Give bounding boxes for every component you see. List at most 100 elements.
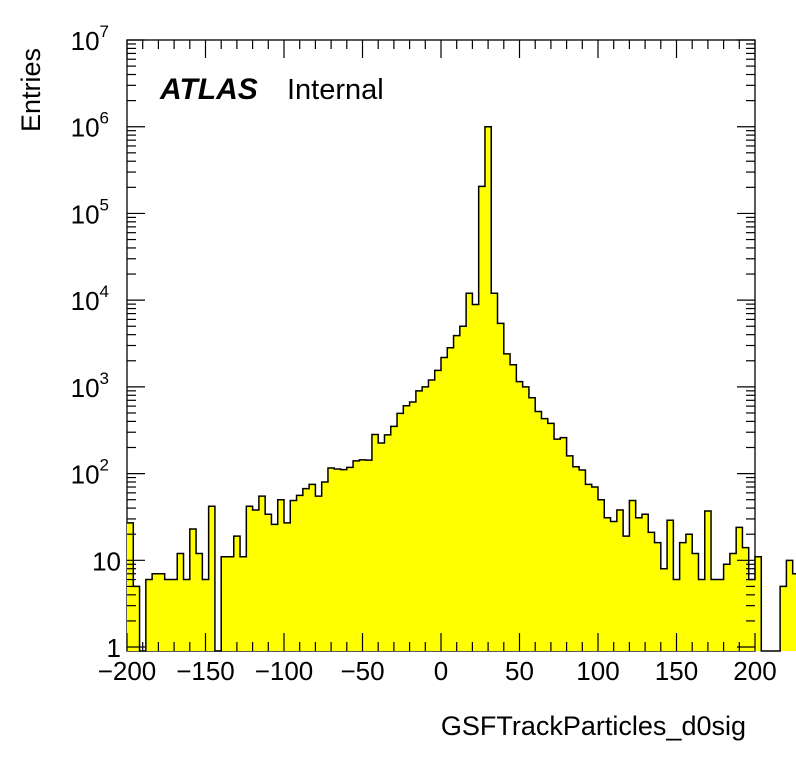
histogram-bin — [729, 553, 737, 651]
histogram-bin — [591, 487, 599, 651]
histogram-bin — [246, 506, 253, 651]
histogram-bin — [478, 186, 486, 651]
histogram-bin — [491, 293, 498, 651]
histogram-bin — [780, 586, 787, 651]
histogram-bin — [371, 434, 379, 651]
histogram-bin — [673, 579, 681, 651]
histogram-bin — [365, 460, 373, 651]
histogram-bin — [497, 323, 505, 651]
histogram-bin — [528, 397, 536, 651]
histogram-bin — [296, 495, 304, 651]
y-axis-title: Entries — [16, 48, 46, 132]
histogram-bin — [290, 500, 297, 651]
histogram-bin — [598, 499, 605, 651]
histogram-bin — [547, 423, 555, 651]
histogram-bin — [252, 510, 260, 651]
histogram-bin — [748, 579, 756, 651]
histogram-bin — [152, 573, 159, 651]
histogram-bin — [660, 568, 668, 651]
histogram-bin — [208, 506, 216, 651]
y-tick-label: 106 — [71, 109, 109, 143]
x-tick-labels: −200 −150 −100 −50 0 50 100 150 200 — [98, 656, 777, 686]
histogram-bin — [585, 484, 593, 651]
histogram-outline — [127, 125, 796, 652]
histogram-bin — [315, 496, 323, 651]
histogram-bin — [535, 411, 542, 651]
histogram-bin — [359, 459, 367, 651]
histogram-bin — [240, 556, 247, 651]
histogram-bin — [654, 542, 662, 651]
histogram-bin — [629, 500, 637, 651]
histogram-bin — [723, 564, 731, 651]
histogram-bin — [679, 542, 687, 651]
x-tick-label: −200 — [98, 656, 157, 686]
histogram-bin — [610, 521, 618, 651]
histogram-bin — [428, 380, 436, 651]
histogram-bin — [604, 517, 611, 651]
histogram-bin — [522, 386, 530, 651]
axis-ticks — [126, 39, 756, 651]
histogram-bin — [133, 586, 140, 651]
y-tick-labels: 1 10 102 103 104 105 106 107 — [71, 22, 121, 663]
y-tick-label: 10 — [92, 546, 121, 576]
histogram-bin — [415, 390, 423, 651]
x-tick-label: −50 — [340, 656, 384, 686]
x-tick-label: 0 — [434, 656, 448, 686]
histogram-bin — [484, 126, 492, 651]
histogram-bin — [189, 528, 197, 651]
histogram-bin — [145, 579, 153, 651]
histogram-bin — [635, 517, 643, 651]
histogram-bin — [453, 335, 461, 651]
histogram-bin — [466, 293, 473, 651]
histogram-bin — [202, 579, 210, 651]
histogram-bin — [554, 439, 561, 651]
histogram-bin — [196, 553, 203, 651]
histogram-bin — [164, 579, 172, 651]
histogram-bin — [792, 573, 796, 651]
x-axis-title: GSFTrackParticles_d0sig — [441, 711, 746, 741]
histogram-bin — [516, 381, 524, 651]
histogram-bin — [327, 468, 335, 651]
histogram-bin — [742, 547, 750, 651]
histogram-bin — [623, 536, 630, 651]
x-tick-label: 200 — [733, 656, 776, 686]
x-tick-label: 150 — [655, 656, 698, 686]
x-tick-label: 100 — [576, 656, 619, 686]
histogram-bin — [698, 579, 706, 651]
y-tick-label: 105 — [71, 195, 109, 229]
histogram-bin — [309, 484, 316, 651]
histogram-bin — [422, 386, 429, 651]
histogram-bin — [284, 522, 291, 651]
histogram-bin — [434, 370, 442, 651]
y-tick-label: 107 — [71, 22, 109, 56]
histogram-bin — [472, 304, 480, 651]
histogram-bin — [459, 326, 467, 651]
histogram-bin — [277, 499, 285, 651]
histogram-bin — [384, 434, 392, 651]
histogram-bin — [233, 536, 241, 651]
histogram-bin — [353, 460, 360, 651]
x-tick-label: 50 — [505, 656, 534, 686]
histogram-bin — [447, 347, 454, 651]
histogram-bin — [541, 418, 549, 651]
y-tick-label: 1 — [107, 633, 121, 663]
histogram-bin — [736, 527, 743, 651]
histogram-bin — [177, 553, 184, 651]
histogram-bin — [572, 466, 580, 651]
histogram-bin — [685, 534, 693, 651]
histogram-bin — [271, 524, 279, 651]
histogram-bin — [616, 510, 624, 651]
histogram-bin — [711, 579, 718, 651]
internal-label: Internal — [287, 74, 384, 106]
y-tick-label: 102 — [71, 456, 109, 490]
histogram-bin — [227, 556, 235, 651]
x-tick-label: −150 — [176, 656, 235, 686]
histogram-bin — [510, 364, 517, 651]
y-tick-label: 104 — [71, 282, 109, 316]
histogram-bin — [334, 468, 341, 651]
histogram-bin — [560, 437, 567, 651]
histogram-bin — [321, 481, 329, 651]
histogram-bin — [667, 520, 674, 651]
y-tick-label: 103 — [71, 369, 109, 403]
